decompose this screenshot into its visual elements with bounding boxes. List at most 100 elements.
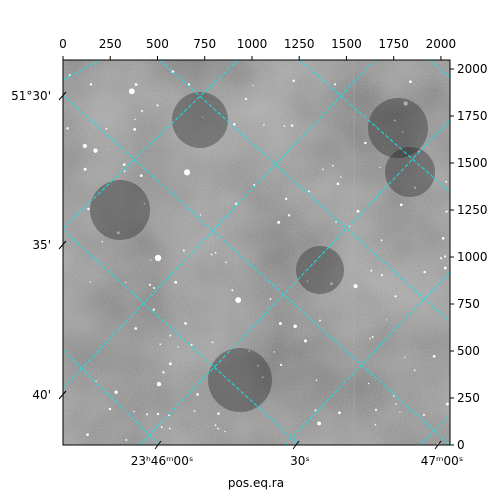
star	[143, 202, 146, 205]
star	[87, 207, 90, 211]
star	[66, 127, 69, 130]
star	[162, 371, 165, 374]
star	[443, 266, 447, 270]
star	[393, 119, 396, 122]
star	[356, 209, 360, 213]
star	[182, 249, 185, 252]
pixel-x-tick-label: 500	[146, 37, 169, 51]
ra-tick	[292, 440, 300, 450]
star	[277, 220, 281, 224]
ra-tick-label: 47ᵐ00ˢ	[421, 454, 464, 468]
star	[252, 84, 254, 87]
pixel-y-tick-label: 0	[457, 438, 465, 452]
star	[371, 336, 374, 338]
star	[82, 143, 87, 149]
star	[353, 284, 358, 289]
dec-tick-label: 40'	[32, 388, 51, 402]
star	[235, 297, 242, 304]
star	[414, 186, 417, 189]
star	[146, 413, 149, 416]
star	[211, 341, 214, 344]
ra-axis: 23ʰ46ᵐ00ˢ 30ˢ 47ᵐ00ˢ	[131, 440, 464, 468]
star	[169, 334, 172, 337]
dark-region	[90, 180, 150, 240]
grid-line	[419, 414, 450, 445]
grid-line	[299, 60, 450, 193]
star	[140, 109, 143, 112]
pixel-y-axis: 0 250 500 750 1000 1250 1500 1750 2000	[450, 62, 488, 452]
star	[168, 427, 171, 430]
star	[445, 180, 447, 183]
dec-axis: 51°30' 35' 40'	[11, 89, 67, 402]
star	[168, 362, 172, 366]
grid-line	[63, 60, 239, 229]
star	[123, 170, 126, 173]
star	[304, 339, 307, 343]
pixel-y-tick-label: 1000	[457, 250, 488, 264]
star	[128, 88, 135, 95]
star	[314, 409, 317, 412]
star	[432, 355, 436, 358]
star	[125, 281, 127, 283]
star	[154, 254, 162, 262]
dark-region	[368, 98, 428, 158]
star	[83, 167, 87, 171]
star	[335, 221, 337, 223]
star	[317, 421, 322, 426]
star	[374, 408, 378, 411]
pixel-y-tick-label: 1500	[457, 156, 488, 170]
pixel-y-tick-label: 750	[457, 297, 480, 311]
grid-line	[63, 60, 101, 81]
star	[306, 280, 309, 282]
star	[156, 381, 162, 387]
star	[367, 382, 370, 385]
star	[160, 426, 163, 429]
star	[336, 182, 340, 186]
star	[423, 270, 426, 274]
star	[445, 402, 449, 406]
star	[184, 322, 187, 325]
grid-line	[63, 349, 161, 445]
star	[225, 261, 227, 264]
star	[290, 124, 294, 127]
star	[284, 197, 288, 201]
star	[399, 411, 401, 413]
star	[319, 319, 321, 322]
star	[393, 395, 395, 397]
star	[190, 343, 193, 346]
star	[441, 236, 445, 240]
coordinate-grid	[63, 60, 450, 445]
star	[338, 411, 341, 415]
star	[122, 163, 126, 166]
pixel-x-tick-label: 1000	[237, 37, 268, 51]
star	[422, 413, 425, 416]
star	[199, 214, 202, 216]
star	[156, 104, 159, 107]
star	[380, 239, 383, 242]
star	[444, 255, 447, 258]
dark-region	[385, 147, 435, 197]
grid-line	[284, 271, 450, 445]
dec-tick-label: 35'	[32, 238, 51, 252]
star	[210, 253, 213, 256]
star	[257, 364, 259, 367]
star	[214, 251, 217, 254]
star	[235, 202, 238, 206]
plot-frame	[62, 59, 451, 446]
star	[330, 282, 333, 285]
star	[156, 412, 160, 416]
star	[134, 83, 138, 86]
pixel-y-tick-label: 250	[457, 391, 480, 405]
ra-tick-label: 23ʰ46ᵐ00ˢ	[131, 454, 194, 468]
star	[217, 427, 219, 430]
star	[125, 439, 128, 441]
pixel-x-tick-label: 1750	[378, 37, 409, 51]
star	[214, 424, 217, 427]
star	[196, 393, 199, 396]
star	[114, 390, 118, 394]
star	[395, 403, 397, 405]
star	[134, 118, 136, 121]
pixel-x-axis: 0 250 500 750 1000 1250 1500 1750 2000	[59, 37, 456, 60]
star	[280, 363, 283, 367]
